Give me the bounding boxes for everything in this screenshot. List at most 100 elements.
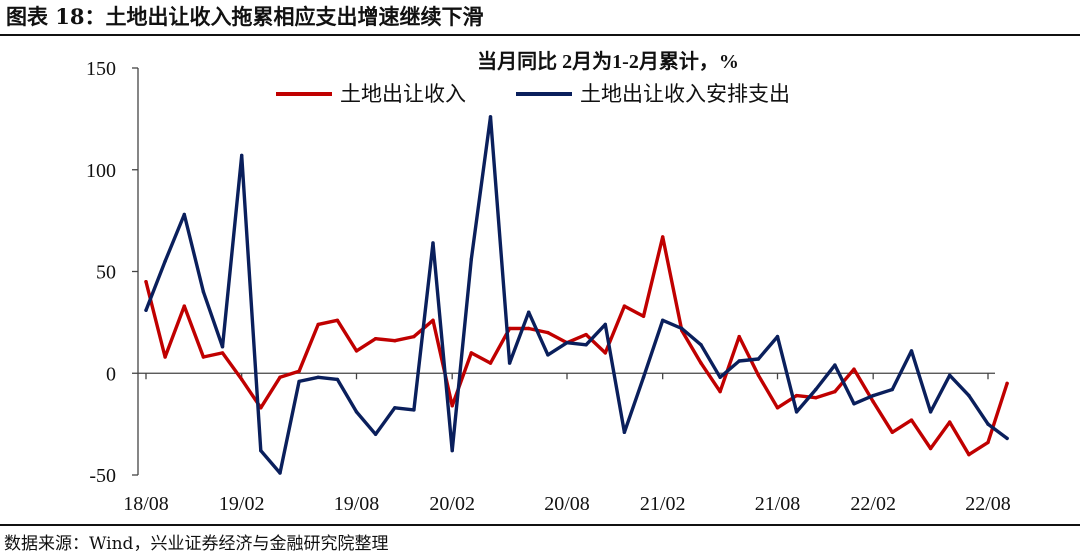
data-point bbox=[737, 359, 741, 363]
data-point bbox=[144, 280, 148, 284]
data-point bbox=[718, 389, 722, 394]
data-point bbox=[163, 355, 167, 359]
data-point bbox=[775, 406, 780, 410]
x-tick-label: 20/02 bbox=[429, 493, 475, 515]
x-tick-label: 19/08 bbox=[334, 493, 380, 515]
data-point bbox=[201, 355, 206, 359]
data-point bbox=[335, 377, 340, 382]
data-point bbox=[373, 432, 378, 436]
data-point bbox=[488, 361, 493, 365]
figure-title: 图表 18：土地出让收入拖累相应支出增速继续下滑 bbox=[6, 4, 484, 29]
data-point bbox=[737, 334, 741, 339]
legend-label-1: 土地出让收入 bbox=[340, 82, 466, 106]
chart-axes: -50 0 50 100 150 18/08 19/02 19/08 20/02 20/08 21/… bbox=[86, 58, 1011, 515]
data-point bbox=[718, 375, 722, 379]
data-point bbox=[814, 396, 818, 400]
title-rule bbox=[0, 34, 1080, 36]
line-chart: 当月同比 2月为1-2月累计，% 土地出让收入 土地出让收入安排支出 -50 0 50… bbox=[86, 50, 1011, 515]
source-rule bbox=[0, 524, 1080, 526]
data-point bbox=[1005, 381, 1009, 386]
x-tick-label: 19/02 bbox=[219, 493, 265, 515]
data-point bbox=[775, 334, 780, 339]
data-point bbox=[297, 379, 301, 384]
series-line-1 bbox=[144, 235, 1009, 457]
data-point bbox=[909, 418, 914, 422]
data-point bbox=[603, 351, 607, 355]
data-point bbox=[259, 406, 263, 410]
data-point bbox=[986, 440, 990, 445]
data-point bbox=[240, 377, 244, 382]
data-point bbox=[527, 310, 531, 314]
data-point bbox=[948, 420, 952, 424]
data-point bbox=[182, 212, 186, 217]
data-point bbox=[565, 341, 569, 345]
data-point bbox=[814, 387, 818, 392]
data-point bbox=[852, 367, 856, 371]
data-point bbox=[507, 361, 512, 365]
data-point bbox=[316, 322, 320, 327]
data-point bbox=[431, 241, 435, 245]
data-point bbox=[316, 375, 320, 379]
data-point bbox=[928, 446, 933, 451]
data-point bbox=[431, 318, 435, 322]
data-point bbox=[699, 343, 703, 347]
data-point bbox=[1005, 436, 1009, 441]
data-point bbox=[622, 430, 627, 434]
data-point bbox=[240, 153, 244, 158]
data-point bbox=[852, 402, 856, 406]
x-tick-label: 20/08 bbox=[544, 493, 590, 515]
data-point bbox=[469, 351, 473, 355]
legend-label-2: 土地出让收入安排支出 bbox=[580, 82, 790, 106]
data-point bbox=[469, 257, 473, 261]
data-point bbox=[412, 334, 416, 339]
y-tick-label: 50 bbox=[96, 262, 116, 284]
data-point bbox=[546, 353, 550, 357]
data-point bbox=[182, 304, 186, 308]
data-point bbox=[603, 322, 607, 327]
data-point bbox=[201, 290, 206, 294]
y-tick-label: 0 bbox=[106, 363, 116, 385]
chart-subtitle: 当月同比 2月为1-2月累计，% bbox=[477, 50, 739, 73]
data-point bbox=[297, 369, 301, 373]
data-point bbox=[871, 393, 875, 398]
data-point bbox=[278, 471, 282, 475]
data-point bbox=[354, 349, 359, 353]
data-point bbox=[373, 337, 378, 341]
data-point bbox=[890, 387, 894, 392]
data-point bbox=[412, 408, 416, 412]
data-point bbox=[680, 326, 684, 331]
data-point bbox=[393, 406, 397, 410]
data-point bbox=[967, 393, 971, 398]
chart-series bbox=[144, 115, 1009, 475]
data-point bbox=[871, 400, 875, 404]
data-point bbox=[794, 393, 799, 398]
data-point bbox=[833, 389, 837, 394]
data-point bbox=[163, 259, 167, 263]
x-tick-label: 18/08 bbox=[123, 493, 169, 515]
data-point bbox=[794, 410, 799, 414]
chart-legend: 土地出让收入 土地出让收入安排支出 bbox=[276, 82, 790, 106]
data-point bbox=[259, 448, 263, 453]
data-point bbox=[488, 115, 493, 119]
data-point bbox=[661, 235, 665, 239]
data-point bbox=[527, 326, 531, 331]
data-point bbox=[144, 308, 148, 312]
x-tick-label: 21/02 bbox=[640, 493, 686, 515]
data-point bbox=[641, 375, 646, 379]
data-point bbox=[450, 448, 454, 453]
source-note: 数据来源：Wind，兴业证券经济与金融研究院整理 bbox=[4, 534, 389, 554]
x-tick-label: 22/08 bbox=[965, 493, 1011, 515]
data-point bbox=[948, 373, 952, 377]
data-point bbox=[833, 363, 837, 367]
data-point bbox=[986, 422, 990, 426]
data-point bbox=[909, 349, 914, 353]
data-point bbox=[220, 351, 225, 355]
y-tick-label: -50 bbox=[89, 465, 116, 487]
series-line-2 bbox=[144, 115, 1009, 475]
data-point bbox=[756, 373, 761, 377]
data-point bbox=[890, 430, 894, 434]
data-point bbox=[335, 318, 340, 322]
data-point bbox=[641, 314, 646, 318]
data-point bbox=[928, 410, 933, 414]
data-point bbox=[756, 357, 761, 361]
